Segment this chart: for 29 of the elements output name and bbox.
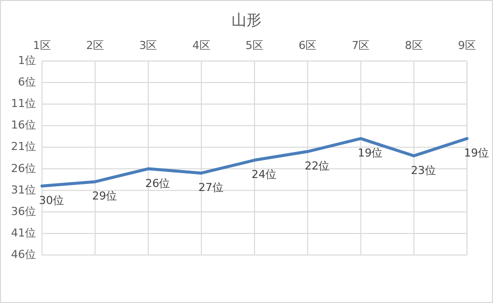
data-label: 30位: [39, 194, 64, 208]
y-tick-label: 16位: [11, 118, 36, 132]
data-label: 29位: [92, 190, 118, 203]
y-tick-label: 6位: [18, 76, 36, 89]
data-label: 23位: [410, 164, 436, 177]
x-tick-label: 7区: [352, 39, 370, 52]
x-tick-label: 2区: [86, 39, 104, 52]
data-label: 24位: [252, 168, 276, 182]
x-tick-label: 3区: [139, 39, 158, 52]
x-tick-label: 6区: [298, 39, 317, 52]
data-label: 26位: [145, 176, 170, 190]
chart-title: 山形: [232, 11, 262, 29]
y-tick-label: 31位: [11, 183, 36, 196]
data-label: 19位: [358, 146, 383, 160]
data-label: 19位: [464, 146, 489, 160]
y-tick-label: 26位: [11, 162, 36, 175]
x-tick-label: 1区: [33, 39, 51, 52]
y-tick-label: 36位: [11, 204, 36, 218]
y-tick-label: 46位: [11, 248, 36, 262]
x-tick-label: 9区: [458, 39, 476, 52]
data-label: 22位: [304, 160, 330, 173]
x-tick-label: 5区: [246, 39, 264, 52]
x-tick-label: 4区: [192, 39, 210, 52]
y-tick-label: 21位: [11, 140, 36, 154]
y-tick-label: 41位: [11, 226, 36, 240]
y-tick-label: 11位: [11, 97, 36, 110]
x-tick-label: 8区: [404, 39, 423, 52]
y-tick-label: 1位: [18, 54, 36, 68]
data-label: 27位: [198, 181, 224, 194]
